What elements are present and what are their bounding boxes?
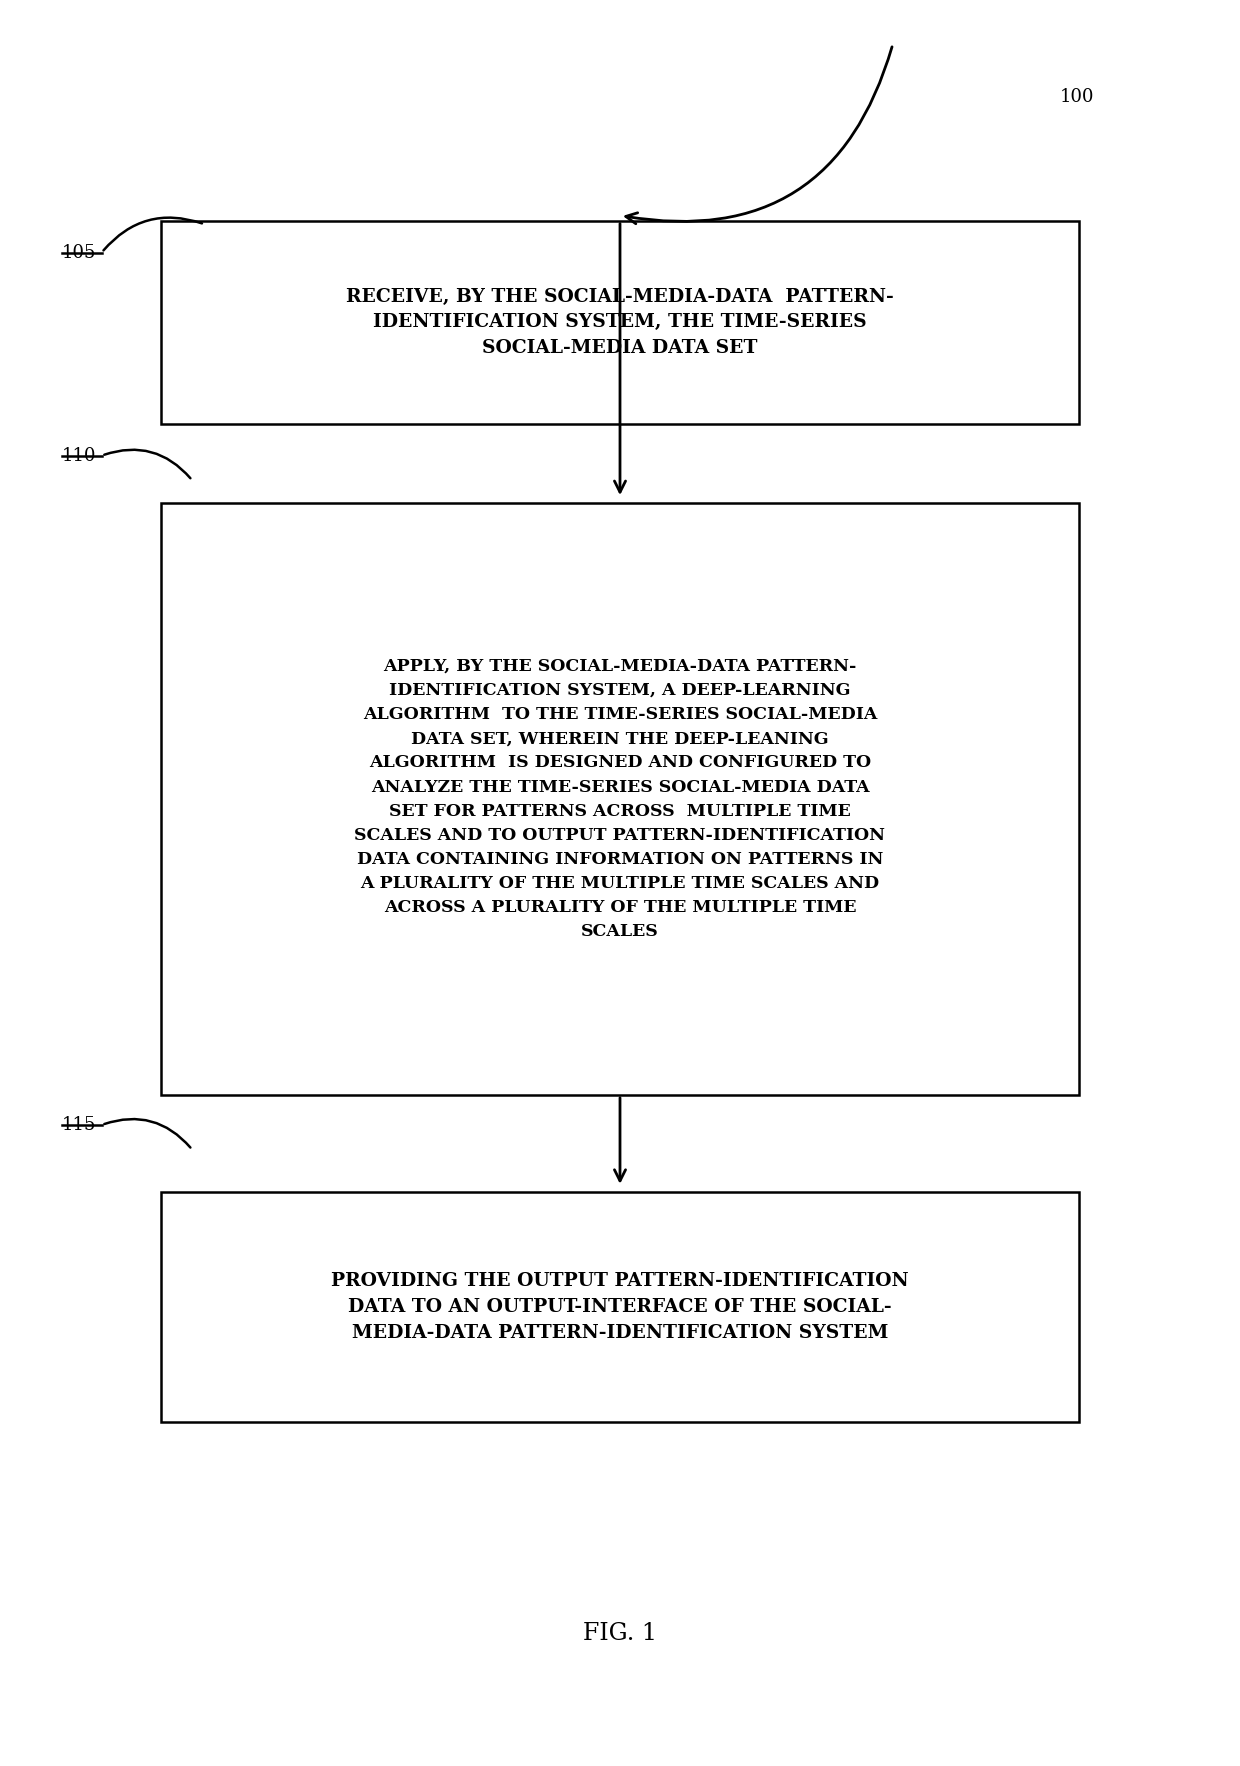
Text: 110: 110 xyxy=(62,447,97,464)
Text: 115: 115 xyxy=(62,1116,97,1134)
FancyBboxPatch shape xyxy=(161,1192,1079,1422)
FancyBboxPatch shape xyxy=(161,221,1079,424)
Text: 100: 100 xyxy=(1060,88,1095,106)
Text: FIG. 1: FIG. 1 xyxy=(583,1621,657,1646)
Text: 105: 105 xyxy=(62,244,97,261)
Text: PROVIDING THE OUTPUT PATTERN-IDENTIFICATION
DATA TO AN OUTPUT-INTERFACE OF THE S: PROVIDING THE OUTPUT PATTERN-IDENTIFICAT… xyxy=(331,1272,909,1342)
FancyBboxPatch shape xyxy=(161,503,1079,1095)
Text: APPLY, BY THE SOCIAL-MEDIA-DATA PATTERN-
IDENTIFICATION SYSTEM, A DEEP-LEARNING
: APPLY, BY THE SOCIAL-MEDIA-DATA PATTERN-… xyxy=(355,657,885,941)
Text: RECEIVE, BY THE SOCIAL-MEDIA-DATA  PATTERN-
IDENTIFICATION SYSTEM, THE TIME-SERI: RECEIVE, BY THE SOCIAL-MEDIA-DATA PATTER… xyxy=(346,288,894,357)
